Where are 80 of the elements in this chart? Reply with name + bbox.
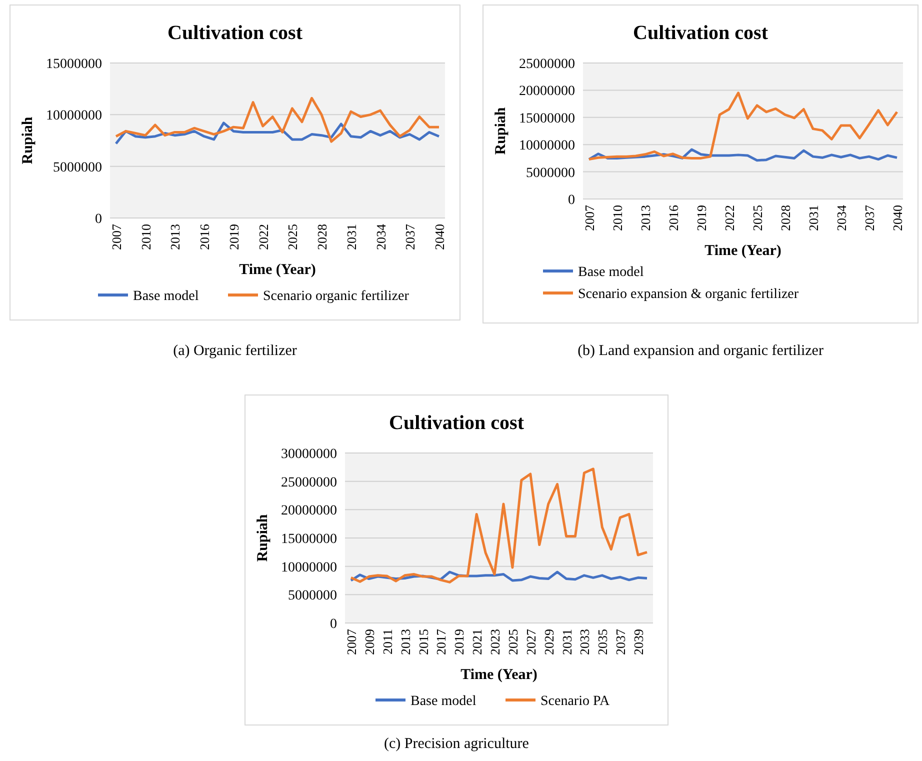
x-tick-label: 2009 — [362, 629, 377, 655]
x-tick-label: 2017 — [434, 628, 449, 655]
y-axis-title: Rupiah — [255, 514, 271, 562]
x-axis-title: Time (Year) — [239, 262, 316, 278]
x-tick-label: 2025 — [750, 205, 765, 231]
y-tick-label: 15000000 — [46, 57, 102, 72]
text: (c) Precision agriculture — [384, 736, 530, 752]
x-axis-title: Time (Year) — [704, 243, 782, 259]
x-tick-label: 2022 — [722, 205, 737, 231]
x-tick-label: 2025 — [285, 224, 300, 250]
legend-label: Scenario PA — [540, 694, 610, 709]
line-series — [588, 92, 898, 161]
y-tick-label: 0 — [95, 212, 102, 227]
x-tick-label: 2007 — [582, 204, 597, 231]
x-tick-label: 2040 — [432, 224, 447, 250]
x-tick-label: 2019 — [226, 224, 242, 250]
y-tick-label: 25000000 — [281, 475, 337, 490]
x-tick-label: 2025 — [505, 629, 520, 655]
x-tick-label: 2039 — [631, 629, 646, 655]
line-series — [114, 96, 440, 143]
y-tick-label: 20000000 — [281, 504, 337, 519]
x-tick-label: 2021 — [470, 629, 485, 655]
x-tick-label: 2037 — [613, 628, 628, 655]
x-tick-label: 2016 — [197, 224, 212, 250]
legend-label: Base model — [578, 265, 644, 280]
x-tick-label: 2034 — [834, 204, 849, 231]
y-tick-label: 0 — [568, 193, 575, 208]
x-axis-title: Time (Year) — [460, 667, 538, 683]
y-tick-label: 5000000 — [288, 588, 337, 604]
legend-label: Base model — [133, 289, 199, 304]
y-tick-label: 10000000 — [519, 138, 575, 154]
x-tick-label: 2013 — [168, 224, 183, 250]
x-tick-label: 2037 — [402, 224, 418, 250]
legend-label: Scenario expansion & organic fertilizer — [578, 287, 799, 302]
x-tick-label: 2028 — [314, 224, 330, 250]
y-tick-label: 10000000 — [46, 108, 102, 124]
y-tick-label: 0 — [330, 617, 337, 632]
x-tick-label: 2034 — [373, 224, 388, 250]
x-tick-label: 2010 — [610, 205, 625, 231]
y-tick-label: 20000000 — [519, 84, 575, 100]
x-tick-label: 2011 — [380, 629, 395, 655]
text: (a) Organic fertilizer — [173, 343, 297, 359]
chart-title: Cultivation cost — [389, 412, 524, 434]
y-axis-title: Rupiah — [20, 116, 36, 164]
x-tick-label: 2040 — [890, 205, 905, 231]
line-series — [350, 468, 648, 584]
y-tick-label: 25000000 — [519, 57, 575, 72]
y-tick-label: 15000000 — [281, 532, 337, 547]
x-tick-label: 2023 — [488, 629, 503, 655]
x-tick-label: 2027 — [523, 628, 538, 655]
legend-label: Scenario organic fertilizer — [263, 289, 410, 304]
y-tick-label: 30000000 — [281, 447, 337, 462]
x-tick-label: 2035 — [595, 629, 610, 655]
x-tick-label: 2010 — [138, 224, 154, 250]
x-tick-label: 2031 — [559, 629, 574, 655]
y-tick-label: 15000000 — [519, 111, 575, 126]
y-tick-label: 10000000 — [281, 560, 337, 576]
x-tick-label: 2019 — [694, 205, 709, 231]
x-tick-label: 2022 — [256, 224, 271, 250]
x-tick-label: 2019 — [452, 629, 467, 655]
x-tick-label: 2007 — [109, 224, 124, 250]
x-tick-label: 2007 — [344, 628, 359, 655]
x-tick-label: 2031 — [806, 205, 821, 231]
x-tick-label: 2031 — [344, 224, 359, 250]
legend-label: Base model — [410, 694, 476, 709]
x-tick-label: 2013 — [638, 205, 653, 231]
x-tick-label: 2013 — [398, 629, 413, 655]
x-tick-label: 2016 — [666, 204, 681, 231]
x-tick-label: 2033 — [577, 629, 592, 655]
chart-title: Cultivation cost — [168, 22, 303, 44]
y-tick-label: 5000000 — [53, 160, 102, 176]
text: (b) Land expansion and organic fertilizer — [578, 343, 824, 359]
x-tick-label: 2037 — [862, 204, 877, 231]
x-tick-label: 2028 — [778, 205, 793, 231]
x-tick-label: 2029 — [541, 629, 556, 655]
y-tick-label: 5000000 — [526, 166, 575, 181]
chart-title: Cultivation cost — [633, 22, 768, 44]
line-series — [114, 122, 440, 145]
x-tick-label: 2015 — [416, 629, 431, 655]
y-axis-title: Rupiah — [493, 106, 509, 155]
